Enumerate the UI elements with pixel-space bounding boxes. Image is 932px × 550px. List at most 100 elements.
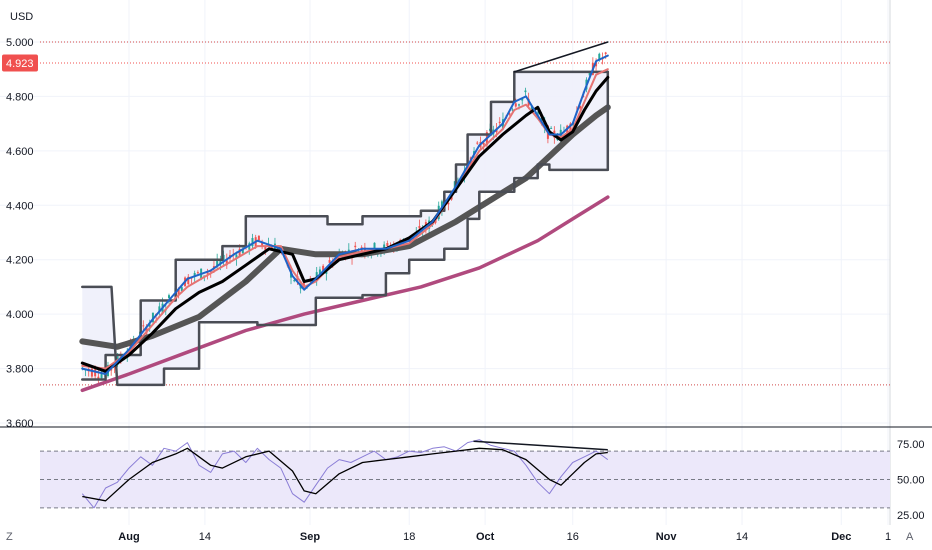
candle-body	[261, 242, 264, 246]
channel-upper-line	[81, 70, 610, 381]
price-tick-label: 4.000	[6, 309, 34, 321]
time-tick-label: 18	[403, 531, 415, 543]
candle-body	[225, 260, 228, 266]
candle-body	[508, 113, 511, 115]
price-tick-label: 4.800	[6, 91, 34, 103]
candle-body	[257, 235, 260, 241]
rsi-tick-label: 75.00	[897, 439, 925, 451]
candle-body	[604, 52, 607, 54]
candle-body	[521, 98, 524, 101]
candle-body	[193, 272, 196, 277]
candle-body	[251, 238, 254, 247]
price-axis[interactable]: 5.000 4.800 4.600 4.400 4.200 4.000 3.800 3.600	[6, 37, 34, 430]
time-tick-label: Oct	[476, 531, 495, 543]
timezone-button[interactable]: Z	[6, 531, 13, 543]
time-tick-label: Dec	[831, 531, 851, 543]
candle-body	[550, 127, 553, 129]
candle-body	[537, 111, 540, 114]
candle-body	[206, 272, 209, 274]
candle-body	[524, 90, 527, 93]
candle-body	[511, 109, 514, 111]
candle-body	[216, 259, 219, 267]
candle-body	[498, 121, 501, 124]
time-tick-label: Sep	[300, 531, 320, 543]
rsi-band	[40, 450, 890, 509]
candle-body	[318, 269, 321, 276]
price-tick-label: 3.600	[6, 418, 34, 430]
candle-body	[482, 142, 485, 145]
horizontal-lines	[40, 41, 890, 386]
channel	[82, 71, 608, 385]
rsi-tick-label: 50.00	[897, 475, 925, 487]
candle-body	[514, 103, 517, 107]
price-tick-label: 3.800	[6, 364, 34, 376]
candle-body	[100, 373, 103, 379]
candle-body	[476, 142, 479, 144]
channel-fill	[82, 71, 608, 385]
candle-body	[241, 248, 244, 254]
time-tick-label: 1	[885, 531, 891, 543]
candle-body	[293, 280, 296, 282]
rsi-axis[interactable]: 75.00 50.00 25.00	[897, 439, 925, 522]
candle-body	[373, 242, 376, 249]
candle-body	[167, 295, 170, 299]
candle-body	[90, 368, 93, 377]
rsi-line	[81, 439, 609, 509]
candle-body	[145, 326, 148, 334]
rsi-ma-line	[82, 447, 608, 502]
time-tick-label: Nov	[656, 531, 678, 543]
candle-body	[579, 106, 582, 109]
series	[79, 41, 611, 393]
rsi-trendline	[473, 440, 608, 451]
time-tick-label: 14	[199, 531, 211, 543]
candle-body	[595, 62, 598, 67]
ma-200-line	[80, 195, 610, 393]
candle-body	[238, 248, 241, 256]
candle-body	[328, 260, 331, 263]
candle-body	[177, 289, 180, 296]
candle-body	[540, 118, 543, 121]
candle-body	[148, 324, 151, 327]
time-axis[interactable]: Aug 14 Sep 18 Oct 16 Nov 14 Dec 1	[118, 531, 891, 543]
price-tick-label: 4.600	[6, 146, 34, 158]
time-tick-label: 16	[567, 531, 579, 543]
currency-label[interactable]: USD	[10, 11, 33, 23]
candle-body	[113, 366, 116, 368]
candle-body	[235, 254, 238, 260]
price-tag-value: 4.923	[6, 58, 34, 70]
last-price-tag: 4.923	[2, 54, 38, 72]
time-tick-label: 14	[736, 531, 748, 543]
candle-body	[94, 369, 97, 377]
auto-scale-button[interactable]: A	[906, 531, 914, 543]
candle-body	[219, 261, 222, 264]
candle-body	[447, 202, 450, 205]
candle-body	[196, 272, 199, 274]
rsi-series	[81, 439, 609, 509]
candle-body	[386, 243, 389, 246]
candle-body	[264, 245, 267, 250]
price-tick-label: 4.200	[6, 255, 34, 267]
candle-body	[569, 123, 572, 133]
price-tick-label: 5.000	[6, 37, 34, 49]
candle-body	[418, 225, 421, 229]
mid-ma-line	[80, 75, 610, 373]
candle-body	[354, 245, 357, 248]
candle-body	[158, 306, 161, 313]
grid	[0, 0, 891, 525]
price-tag-background	[2, 54, 38, 72]
candle-body	[315, 272, 318, 280]
candle-body	[598, 53, 601, 61]
candle-body	[588, 72, 591, 76]
candle-body	[322, 265, 325, 274]
candle-body	[97, 376, 100, 379]
rsi-tick-label: 25.00	[897, 510, 925, 522]
fast-ma-line	[81, 54, 609, 375]
trendline	[513, 41, 609, 73]
candle-body	[180, 287, 183, 292]
channel-lower-line	[81, 70, 610, 387]
price-tick-label: 4.400	[6, 200, 34, 212]
candle-body	[518, 104, 521, 106]
candle-body	[142, 325, 145, 327]
candle-body	[151, 312, 154, 323]
